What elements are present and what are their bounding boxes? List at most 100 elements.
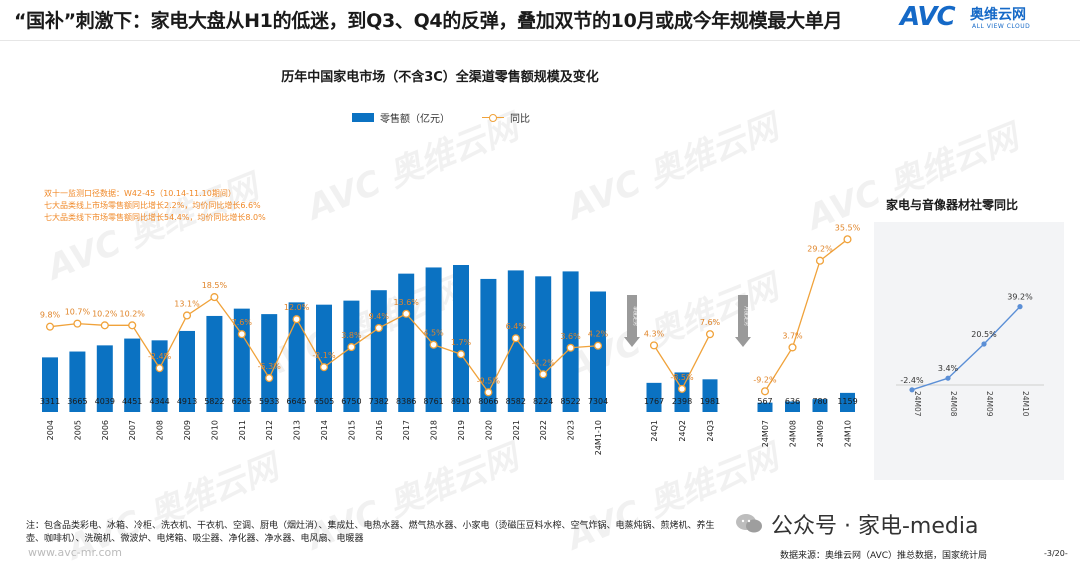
yoy-label: 7.6%: [700, 318, 721, 327]
yoy-point: [843, 235, 852, 244]
x-tick-label: 2017: [402, 420, 411, 440]
x-tick-label: 24M10: [844, 420, 853, 447]
yoy-point: [539, 370, 548, 379]
yoy-point: [815, 256, 825, 265]
bar-value-label: 6265: [232, 397, 252, 406]
x-tick-label: 2018: [430, 420, 439, 440]
bar-value-label: 5822: [204, 397, 224, 406]
annotation-line: 七大品类线下市场零售额同比增长54.4%，均价同比增长8.0%: [44, 213, 266, 222]
side-yoy-point: [945, 375, 951, 381]
legend-line-swatch: [482, 113, 504, 123]
x-tick-label: 2023: [567, 420, 576, 440]
side-yoy-line: [911, 306, 1021, 391]
bar-value-label: 4451: [122, 397, 142, 406]
category-footnote: 注：包含品类彩电、冰箱、冷柜、洗衣机、干衣机、空调、厨电（烟灶消）、集成灶、电热…: [26, 521, 715, 544]
bar-value-label: 3311: [40, 397, 60, 406]
x-tick-label: 24Q1: [650, 420, 659, 442]
bar-2012: [261, 314, 278, 412]
bar-value-label: 567: [757, 397, 772, 406]
yoy-point: [45, 322, 55, 331]
yoy-point: [484, 388, 493, 397]
yoy-label: 3.7%: [782, 331, 803, 340]
x-tick-label: 24M08: [789, 420, 798, 447]
bar-2022: [535, 276, 552, 412]
bar-2014: [316, 304, 332, 412]
yoy-label: 4.3%: [644, 329, 665, 338]
yoy-label: -5.3%: [258, 362, 282, 371]
bar-value-label: 8582: [506, 397, 526, 406]
bar-value-label: 8761: [423, 397, 443, 406]
yoy-point: [456, 350, 466, 359]
bar-2008: [151, 340, 168, 412]
x-tick-label: 24Q3: [706, 420, 715, 442]
yoy-label: 3.6%: [560, 332, 581, 341]
bar-value-label: 8066: [478, 397, 498, 406]
yoy-label: 13.1%: [174, 299, 200, 308]
double11-annotation: 双十一监测口径数据：W42-45（10.14-11.10期间） 七大品类线上市场…: [44, 188, 266, 224]
bar-value-label: 1981: [700, 397, 720, 406]
page-headline: “国补”刺激下：家电大盘从H1的低迷，到Q3、Q4的反弹，叠加双节的10月或成今…: [14, 10, 843, 32]
yoy-point: [705, 330, 715, 339]
bar-2004: [42, 357, 58, 412]
side-yoy-label: 3.4%: [938, 364, 959, 373]
bar-24Q1: [646, 382, 662, 412]
yoy-label: 35.5%: [835, 223, 861, 232]
side-yoy-point: [1017, 304, 1023, 310]
bar-value-label: 1767: [644, 397, 664, 406]
bar-value-label: 5933: [259, 397, 279, 406]
bar-24M07: [757, 402, 773, 412]
yoy-label: -2.4%: [148, 352, 172, 361]
bar-2023: [562, 271, 579, 412]
yoy-label: -8.5%: [670, 373, 694, 382]
section-arrow-head: [735, 337, 751, 347]
x-tick-label: 2009: [183, 420, 192, 440]
yoy-label: 29.2%: [807, 245, 833, 254]
bar-2018: [425, 267, 442, 412]
x-tick-label: 2014: [320, 420, 329, 440]
chart-legend: 零售额（亿元） 同比: [352, 110, 530, 125]
side-chart-panel: -2.4% 24M07 3.4% 24M08 20.5% 24M09 39.2% 24M10: [874, 222, 1064, 480]
x-tick-label: 2015: [347, 420, 356, 440]
yoy-point: [265, 373, 274, 383]
x-tick-label: 24M1-10: [594, 420, 603, 455]
avc-logo: AVC 奥维云网 ALL VIEW CLOUD: [900, 2, 1075, 34]
x-tick-label: 2020: [484, 420, 493, 440]
x-tick-label: 2005: [73, 420, 82, 440]
bar-2016: [370, 290, 387, 412]
bar-value-label: 7382: [369, 397, 389, 406]
bar-value-label: 4344: [149, 397, 169, 406]
side-x-tick-label: 24M09: [985, 391, 994, 417]
bar-value-label: 8386: [396, 397, 416, 406]
side-yoy-point: [981, 341, 987, 347]
yoy-point: [347, 343, 356, 352]
yoy-point: [210, 293, 219, 302]
annotation-line: 双十一监测口径数据：W42-45（10.14-11.10期间）: [44, 189, 236, 198]
legend-bar-swatch: [352, 113, 374, 122]
legend-line-label: 同比: [510, 114, 530, 125]
side-x-tick-label: 24M10: [1021, 391, 1030, 417]
bar-value-label: 8910: [451, 397, 471, 406]
yoy-label: 9.4%: [369, 312, 390, 321]
bar-24M1-10: [590, 291, 606, 412]
bar-24M09: [812, 399, 828, 412]
yoy-label: 3.8%: [341, 331, 362, 340]
website-url[interactable]: www.avc-mr.com: [28, 546, 122, 559]
yoy-label: 6.4%: [506, 322, 527, 331]
wechat-account-name: 公众号 · 家电-media: [771, 514, 979, 539]
section-arrow-head: [624, 337, 640, 347]
yoy-point: [73, 319, 82, 328]
yoy-label: 12.0%: [284, 303, 310, 312]
yoy-point: [292, 315, 301, 324]
section-label: 月度走势: [743, 306, 750, 326]
bar-2020: [480, 278, 497, 412]
yoy-point: [788, 343, 797, 352]
bar-2013: [288, 302, 305, 412]
yoy-label: -2.1%: [312, 351, 336, 360]
yoy-label: 13.6%: [393, 298, 419, 307]
x-tick-label: 2012: [265, 420, 274, 440]
bar-value-label: 780: [812, 397, 827, 406]
yoy-point: [649, 341, 659, 350]
chart-title: 历年中国家电市场（不含3C）全渠道零售额规模及变化: [281, 70, 599, 85]
yoy-point: [128, 321, 137, 330]
yoy-label: 18.5%: [202, 281, 228, 290]
